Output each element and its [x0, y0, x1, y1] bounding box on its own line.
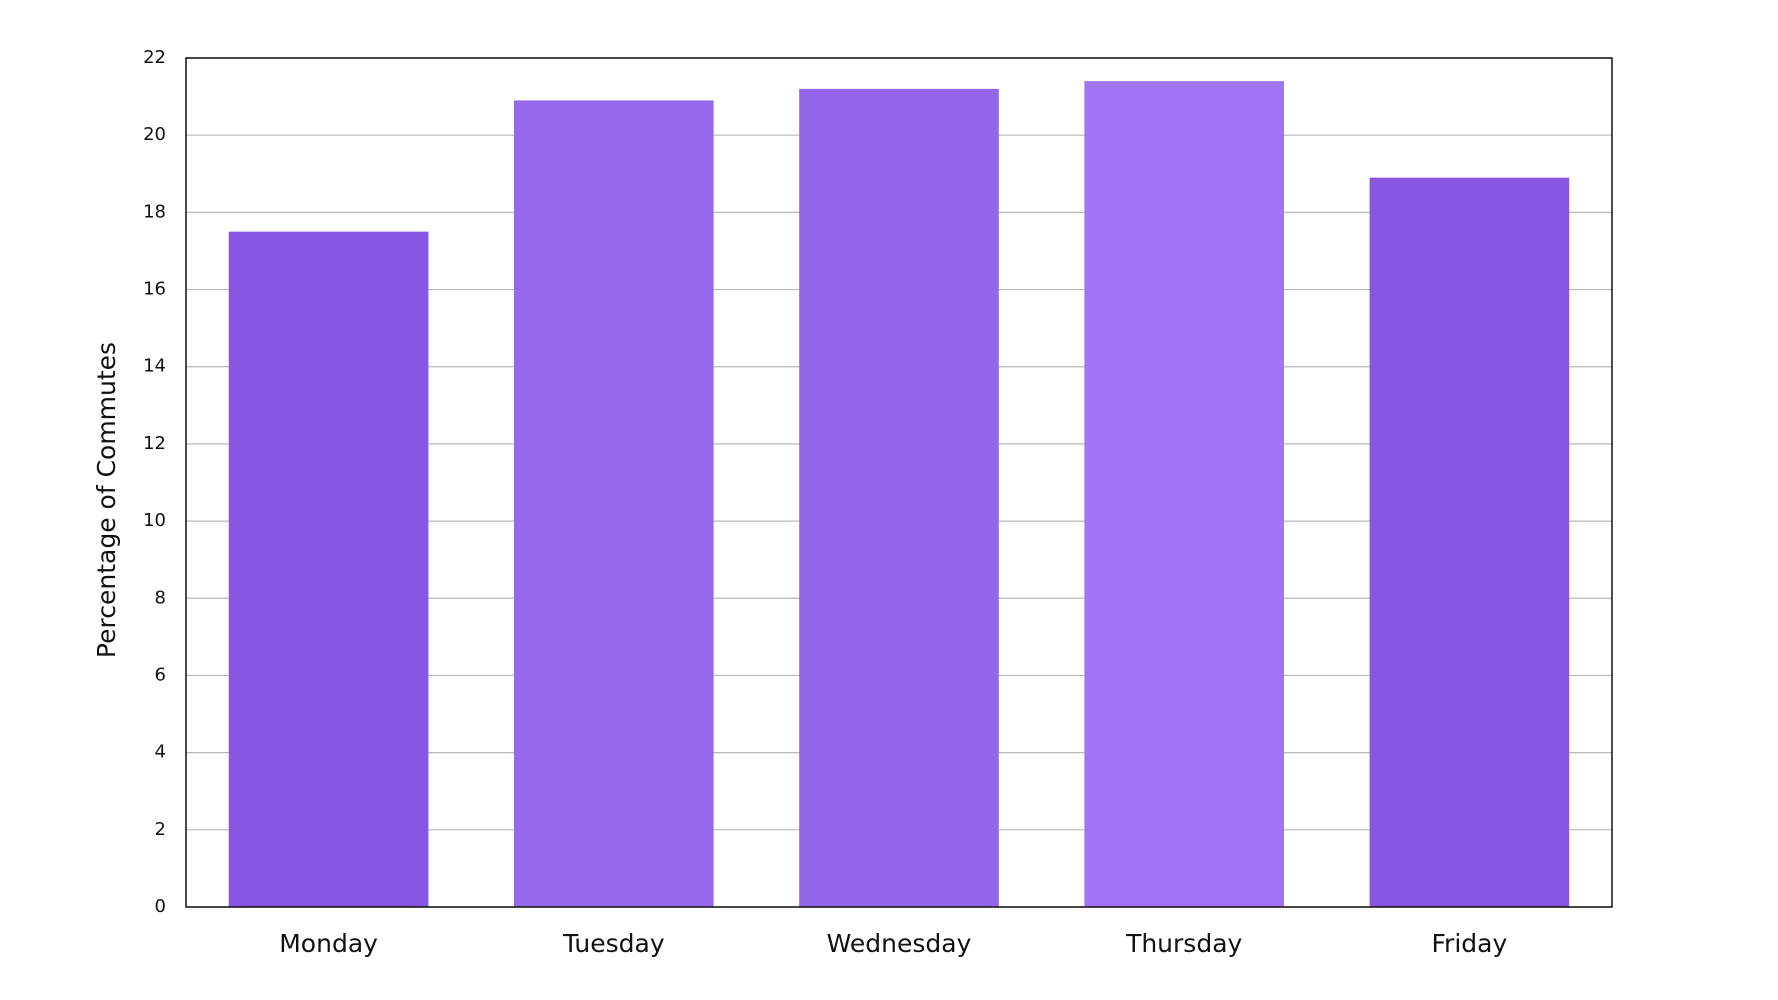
x-tick-label: Wednesday [827, 929, 972, 958]
y-tick-label: 0 [155, 896, 166, 917]
x-tick-label: Monday [279, 929, 378, 958]
bar [513, 100, 714, 907]
y-tick-label: 10 [143, 510, 166, 531]
plot-frame [185, 57, 1613, 908]
x-tick-label: Thursday [1125, 929, 1242, 958]
bar [1084, 81, 1285, 908]
y-tick-label: 14 [143, 356, 166, 377]
y-tick-label: 8 [155, 587, 166, 608]
y-tick-label: 2 [155, 819, 166, 840]
y-tick-label: 16 [143, 279, 166, 300]
x-tick-label: Friday [1432, 929, 1508, 958]
y-tick-label: 20 [143, 124, 166, 145]
y-tick-label: 4 [155, 742, 166, 763]
bar [799, 88, 999, 907]
y-tick-label: 6 [155, 664, 166, 685]
y-axis-label: Percentage of Commutes [92, 342, 121, 658]
y-tick-label: 18 [143, 201, 166, 222]
bar [1369, 177, 1570, 907]
bar [228, 231, 429, 908]
x-tick-label: Tuesday [562, 929, 665, 958]
y-tick-label: 12 [143, 433, 166, 454]
y-tick-label: 22 [143, 47, 166, 68]
